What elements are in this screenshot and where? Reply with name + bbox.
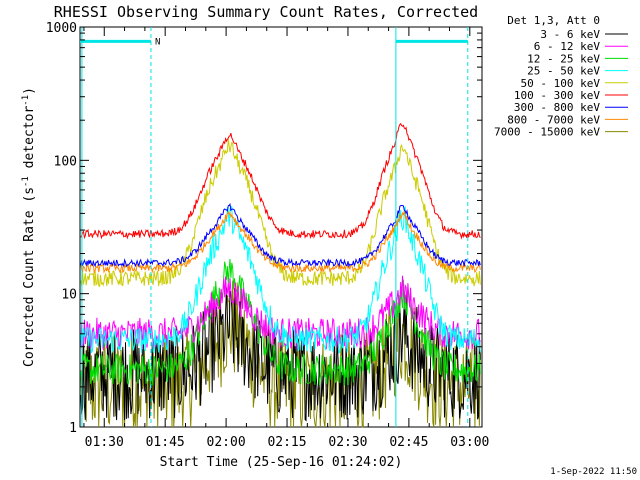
y-axis-label: Corrected Count Rate (s-1 detector-1): [21, 87, 37, 367]
legend-label-3: 25 - 50 keV: [527, 65, 600, 78]
legend-label-8: 7000 - 15000 keV: [494, 126, 600, 139]
y-axis-label-mid: detector: [22, 106, 37, 177]
legend-header: Det 1,3, Att 0: [507, 14, 600, 27]
y-axis-label-end: ): [22, 87, 37, 95]
series-line-3: [80, 206, 481, 354]
x-tick-label: 01:30: [85, 435, 124, 450]
x-tick-label: 02:45: [389, 435, 428, 450]
plot-frame: [79, 26, 483, 428]
series-line-2: [80, 258, 481, 387]
series-group: [80, 122, 481, 428]
y-tick-label: 10: [61, 288, 77, 303]
timestamp: 1-Sep-2022 11:50: [550, 467, 637, 477]
saa-label: N: [155, 37, 160, 47]
y-tick-label: 1000: [46, 21, 77, 36]
orbit-markers: N: [80, 27, 469, 427]
legend-label-4: 50 - 100 keV: [521, 77, 601, 90]
y-axis-label-sup1: -1: [21, 176, 31, 187]
y-tick-label: 1: [69, 421, 77, 436]
legend-label-0: 3 - 6 keV: [540, 28, 600, 41]
x-tick-label: 03:00: [450, 435, 489, 450]
x-tick-label: 01:45: [146, 435, 185, 450]
chart-title: RHESSI Observing Summary Count Rates, Co…: [54, 3, 478, 21]
series-line-7: [80, 210, 481, 275]
axes: 1 10 100 1000 01:30 01:45 02:00 02:15 02:30 02:45…: [46, 21, 490, 450]
legend-label-7: 800 - 7000 keV: [507, 113, 600, 126]
legend-label-6: 300 - 800 keV: [514, 101, 600, 114]
y-axis-label-sup2: -1: [21, 95, 31, 106]
y-axis-label-main: Corrected Count Rate (s: [22, 187, 37, 367]
series-line-0: [80, 287, 481, 422]
legend-label-5: 100 - 300 keV: [514, 89, 600, 102]
legend-label-1: 6 - 12 keV: [534, 40, 601, 53]
x-tick-label: 02:00: [207, 435, 246, 450]
y-tick-label: 100: [54, 154, 77, 169]
series-line-6: [80, 203, 481, 268]
series-line-5: [80, 122, 481, 240]
x-axis-label: Start Time (25-Sep-16 01:24:02): [160, 455, 403, 470]
legend-label-2: 12 - 25 keV: [527, 52, 600, 65]
x-tick-label: 02:30: [328, 435, 367, 450]
x-tick-label: 02:15: [267, 435, 306, 450]
series-line-4: [80, 138, 481, 288]
